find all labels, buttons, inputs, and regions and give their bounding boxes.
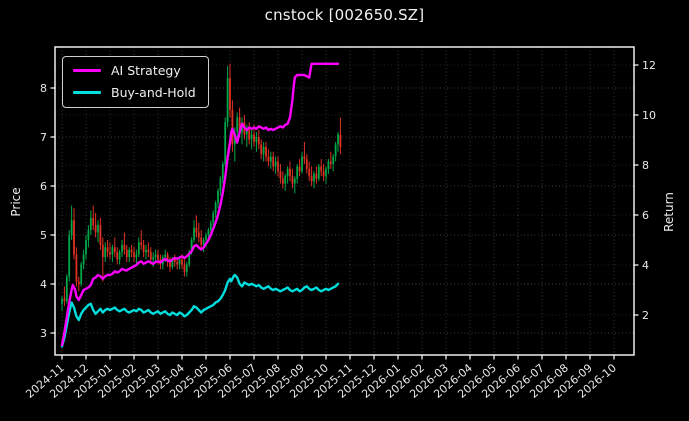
return-axis-label: Return (662, 192, 676, 232)
buy-and-hold-line (60, 273, 340, 348)
buy-and-hold-line-swatch (73, 91, 101, 94)
candles-layer (61, 63, 342, 311)
legend-label-buy-and-hold: Buy-and-Hold (111, 85, 196, 100)
svg-text:8: 8 (40, 82, 47, 95)
right-axis-ticks: 2 4 6 8 10 12 (634, 59, 656, 322)
svg-text:5: 5 (40, 229, 47, 242)
svg-text:6: 6 (40, 180, 47, 193)
price-axis-label: Price (9, 187, 23, 217)
svg-text:8: 8 (642, 159, 649, 172)
legend-item-ai-strategy: AI Strategy (73, 62, 196, 79)
svg-text:3: 3 (40, 327, 47, 340)
legend: AI Strategy Buy-and-Hold (62, 56, 209, 108)
svg-text:10: 10 (642, 109, 656, 122)
grid-price (55, 87, 634, 334)
ai-strategy-line (60, 62, 340, 347)
svg-text:7: 7 (40, 131, 47, 144)
x-axis-ticks: 2024-112024-122025-012025-022025-032025-… (23, 355, 619, 401)
chart-title: cnstock [002650.SZ] (264, 6, 425, 24)
svg-text:12: 12 (642, 59, 656, 72)
svg-text:6: 6 (642, 209, 649, 222)
svg-text:2: 2 (642, 309, 649, 322)
svg-text:4: 4 (642, 259, 649, 272)
legend-item-buy-and-hold: Buy-and-Hold (73, 84, 196, 101)
plot-spines (54, 46, 635, 356)
svg-text:4: 4 (40, 278, 47, 291)
legend-label-ai-strategy: AI Strategy (111, 63, 181, 78)
grid-vertical (61, 47, 615, 355)
left-axis-ticks: 3 4 5 6 7 8 (40, 82, 55, 340)
ai-strategy-line-swatch (73, 69, 101, 72)
